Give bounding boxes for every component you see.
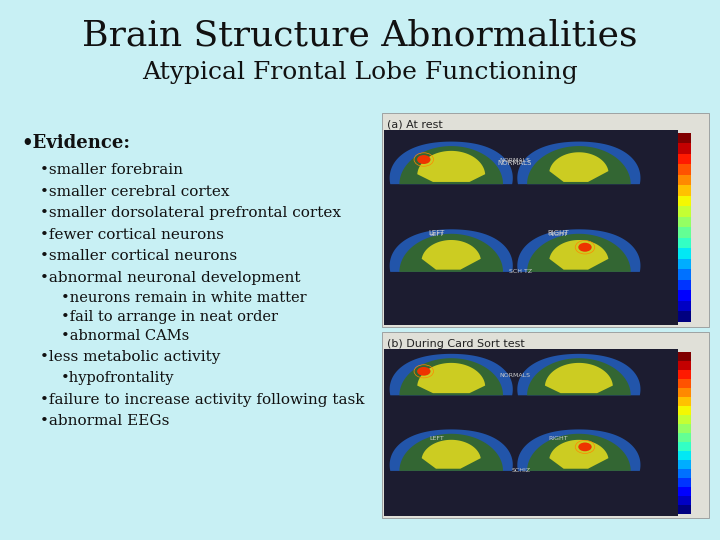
FancyBboxPatch shape xyxy=(678,496,691,504)
Polygon shape xyxy=(422,440,481,469)
Polygon shape xyxy=(518,230,641,272)
Polygon shape xyxy=(400,434,503,471)
Polygon shape xyxy=(527,434,631,471)
Text: NORMALS: NORMALS xyxy=(500,158,531,163)
Text: Atypical Frontal Lobe Functioning: Atypical Frontal Lobe Functioning xyxy=(142,62,578,84)
FancyBboxPatch shape xyxy=(678,164,691,175)
Text: RIGHT: RIGHT xyxy=(549,232,568,238)
FancyBboxPatch shape xyxy=(678,379,691,388)
FancyBboxPatch shape xyxy=(678,154,691,164)
Polygon shape xyxy=(549,440,608,469)
Polygon shape xyxy=(549,240,608,269)
FancyBboxPatch shape xyxy=(678,280,691,291)
FancyBboxPatch shape xyxy=(678,450,691,460)
Polygon shape xyxy=(527,234,631,272)
Text: •hypofrontality: •hypofrontality xyxy=(61,371,175,385)
FancyBboxPatch shape xyxy=(678,133,691,143)
FancyBboxPatch shape xyxy=(678,196,691,206)
FancyBboxPatch shape xyxy=(384,130,678,325)
FancyBboxPatch shape xyxy=(382,332,709,518)
Text: •fail to arrange in neat order: •fail to arrange in neat order xyxy=(61,310,278,324)
FancyBboxPatch shape xyxy=(678,312,691,322)
Ellipse shape xyxy=(417,367,431,376)
FancyBboxPatch shape xyxy=(678,369,691,379)
Text: NORMALS: NORMALS xyxy=(498,160,532,166)
Text: •smaller dorsolateral prefrontal cortex: •smaller dorsolateral prefrontal cortex xyxy=(40,206,341,220)
Ellipse shape xyxy=(578,442,592,451)
FancyBboxPatch shape xyxy=(678,301,691,312)
Text: (a) At rest: (a) At rest xyxy=(387,120,443,130)
Text: LEFT: LEFT xyxy=(428,230,445,236)
Text: RIGHT: RIGHT xyxy=(548,230,570,236)
Polygon shape xyxy=(390,429,513,471)
Text: •abnormal EEGs: •abnormal EEGs xyxy=(40,414,169,428)
Text: NORMALS: NORMALS xyxy=(500,373,531,377)
FancyBboxPatch shape xyxy=(384,349,678,516)
FancyBboxPatch shape xyxy=(678,477,691,487)
Polygon shape xyxy=(418,363,485,393)
Polygon shape xyxy=(390,354,513,395)
FancyBboxPatch shape xyxy=(678,487,691,496)
FancyBboxPatch shape xyxy=(678,442,691,450)
Text: •Evidence:: •Evidence: xyxy=(22,134,130,152)
FancyBboxPatch shape xyxy=(678,238,691,248)
FancyBboxPatch shape xyxy=(678,423,691,433)
FancyBboxPatch shape xyxy=(678,227,691,238)
Polygon shape xyxy=(390,230,513,272)
FancyBboxPatch shape xyxy=(678,217,691,227)
FancyBboxPatch shape xyxy=(678,269,691,280)
FancyBboxPatch shape xyxy=(678,185,691,196)
Text: (b) During Card Sort test: (b) During Card Sort test xyxy=(387,339,525,349)
Text: SCHIZ: SCHIZ xyxy=(511,468,531,474)
Text: •fewer cortical neurons: •fewer cortical neurons xyxy=(40,228,223,242)
FancyBboxPatch shape xyxy=(678,415,691,423)
Text: •failure to increase activity following task: •failure to increase activity following … xyxy=(40,393,364,407)
Text: •abnormal neuronal development: •abnormal neuronal development xyxy=(40,271,300,285)
Text: •smaller forebrain: •smaller forebrain xyxy=(40,163,183,177)
Ellipse shape xyxy=(417,155,431,164)
FancyBboxPatch shape xyxy=(678,504,691,514)
Polygon shape xyxy=(518,429,641,471)
Polygon shape xyxy=(390,141,513,184)
FancyBboxPatch shape xyxy=(382,113,709,327)
Polygon shape xyxy=(518,354,641,395)
FancyBboxPatch shape xyxy=(678,460,691,469)
FancyBboxPatch shape xyxy=(678,248,691,259)
Polygon shape xyxy=(400,358,503,395)
Polygon shape xyxy=(422,240,481,269)
Polygon shape xyxy=(418,151,485,182)
Polygon shape xyxy=(400,146,503,184)
FancyBboxPatch shape xyxy=(678,433,691,442)
FancyBboxPatch shape xyxy=(678,175,691,185)
Text: •neurons remain in white matter: •neurons remain in white matter xyxy=(61,291,307,305)
Text: LEFT: LEFT xyxy=(429,232,444,238)
Text: RIGHT: RIGHT xyxy=(549,436,568,442)
Polygon shape xyxy=(400,234,503,272)
FancyBboxPatch shape xyxy=(678,291,691,301)
FancyBboxPatch shape xyxy=(678,396,691,406)
Text: •smaller cortical neurons: •smaller cortical neurons xyxy=(40,249,237,264)
FancyBboxPatch shape xyxy=(678,259,691,269)
Polygon shape xyxy=(545,363,613,393)
FancyBboxPatch shape xyxy=(678,388,691,396)
Text: •abnormal CAMs: •abnormal CAMs xyxy=(61,329,189,343)
Polygon shape xyxy=(527,146,631,184)
Polygon shape xyxy=(518,141,641,184)
FancyBboxPatch shape xyxy=(678,406,691,415)
Polygon shape xyxy=(549,152,608,182)
FancyBboxPatch shape xyxy=(678,469,691,477)
FancyBboxPatch shape xyxy=(678,206,691,217)
Ellipse shape xyxy=(578,243,592,252)
Text: Brain Structure Abnormalities: Brain Structure Abnormalities xyxy=(82,18,638,52)
Text: •smaller cerebral cortex: •smaller cerebral cortex xyxy=(40,185,229,199)
FancyBboxPatch shape xyxy=(678,361,691,369)
FancyBboxPatch shape xyxy=(678,143,691,154)
Polygon shape xyxy=(527,358,631,395)
Text: •less metabolic activity: •less metabolic activity xyxy=(40,350,220,365)
FancyBboxPatch shape xyxy=(678,352,691,361)
Text: LEFT: LEFT xyxy=(429,436,444,442)
Text: SCH TZ: SCH TZ xyxy=(509,269,532,274)
